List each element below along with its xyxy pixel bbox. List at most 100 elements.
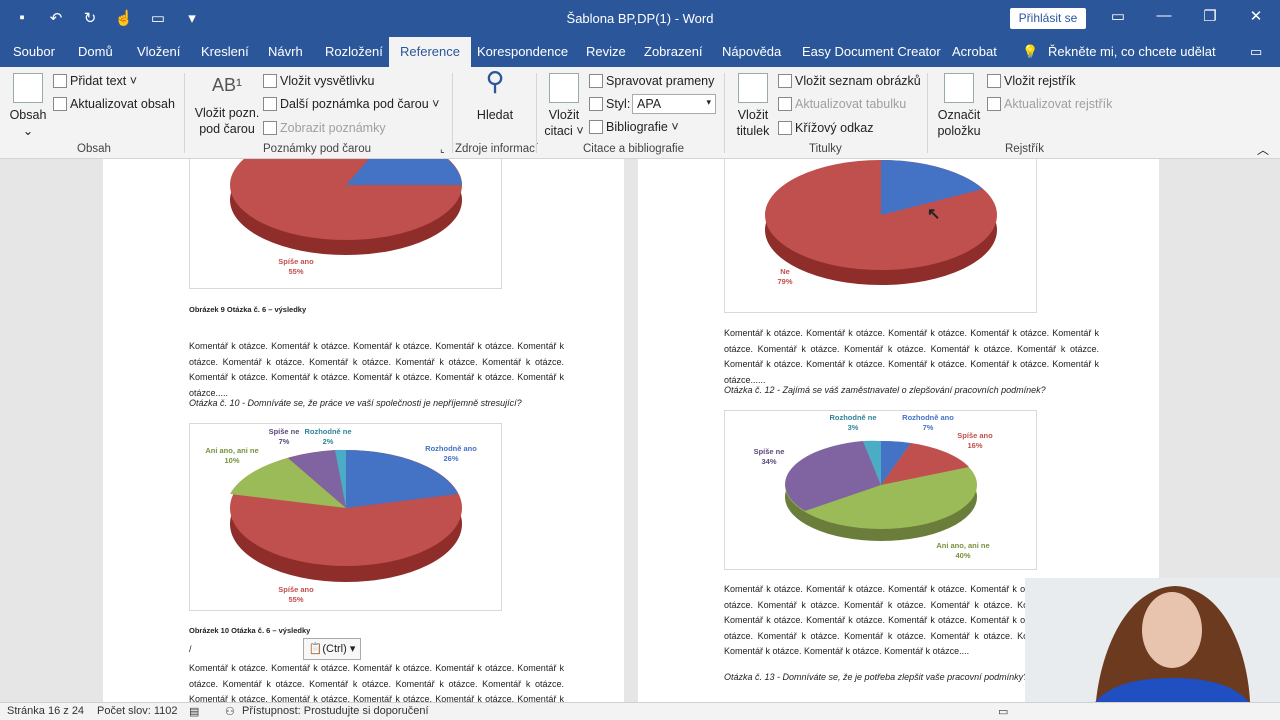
group-label-obsah: Obsah (77, 143, 111, 155)
tab-korespondence[interactable]: Korespondence (477, 44, 569, 59)
endnote-icon (263, 74, 277, 88)
undo-icon[interactable]: ↶ (49, 10, 63, 27)
pie-slice-rozhodne-ne (335, 449, 346, 508)
minimize-icon[interactable]: — (1156, 7, 1172, 24)
comment-paragraph: Komentář k otázce. Komentář k otázce. Ko… (189, 341, 564, 398)
bibliography-icon (589, 120, 603, 134)
tab-vlozeni[interactable]: Vložení (137, 44, 181, 59)
close-icon[interactable]: ✕ (1249, 8, 1263, 25)
insert-footnote-button[interactable]: AB¹ Vložit pozn. pod čarou (192, 76, 262, 137)
add-text-icon (53, 74, 67, 88)
question-10: Otázka č. 10 - Domníváte se, že práce ve… (189, 398, 522, 408)
tab-revize[interactable]: Revize (586, 44, 626, 59)
pie-slice-ani-ano-ani-ne (230, 458, 346, 508)
ribbon-display-icon[interactable]: ▭ (1110, 8, 1126, 25)
focus-icon[interactable]: ▭ (998, 706, 1009, 718)
pie-label-spise-ano: Spíše ano 16% (957, 431, 993, 450)
comments-icon[interactable]: ▭ (1250, 44, 1263, 59)
pie-slice-rozhodne-ano (881, 440, 911, 485)
tab-soubor[interactable]: Soubor (13, 44, 55, 59)
insert-caption-button[interactable]: Vložit titulek (733, 73, 773, 139)
question-13: Otázka č. 13 - Domníváte se, že je potře… (724, 672, 1029, 682)
ribbon-tabs: Soubor Domů Vložení Kreslení Návrh Rozlo… (0, 37, 1280, 67)
search-icon: ⚲ (485, 66, 505, 96)
manage-sources-icon (589, 74, 603, 88)
word-count[interactable]: Počet slov: 1102 (97, 705, 178, 717)
clipboard-icon: 📋 (308, 643, 323, 655)
mark-entry-icon (944, 73, 974, 103)
tab-easy-document-creator[interactable]: Easy Document Creator (802, 44, 941, 59)
update-table-button[interactable]: Aktualizovat tabulku (778, 97, 906, 111)
group-label-citations: Citace a bibliografie (583, 143, 685, 155)
redo-icon[interactable]: ↻ (83, 10, 97, 27)
insert-index-button[interactable]: Vložit rejstřík (987, 74, 1076, 88)
mark-entry-button[interactable]: Označit položku (935, 73, 983, 139)
pie-label-ani-ano-ani-ne: Ani ano, ani ne 10% (205, 446, 259, 465)
update-toc-button[interactable]: Aktualizovat obsah (53, 97, 175, 111)
insert-table-of-figures-button[interactable]: Vložit seznam obrázků (778, 74, 921, 88)
style-select[interactable]: APA ▾ (632, 94, 716, 114)
comment-paragraph: Komentář k otázce. Komentář k otázce. Ko… (189, 663, 564, 702)
pie-slice-spise-ne (785, 441, 881, 511)
pie-label-ne: Ne 79% (777, 267, 793, 286)
manage-sources-button[interactable]: Spravovat prameny (589, 74, 714, 88)
page-left[interactable]: Spíše ano 55% Obrázek 9 Otázka č. 6 – výs… (103, 159, 624, 702)
update-table-icon (778, 97, 792, 111)
next-footnote-icon (263, 97, 277, 111)
new-doc-icon[interactable]: ▭ (150, 10, 166, 27)
toc-button[interactable]: Obsah ⌄ (8, 73, 48, 139)
quick-access-toolbar: ▪ ↶ ↻ ☝ ▭ ▾ (12, 9, 202, 27)
group-label-index: Rejstřík (1005, 143, 1044, 155)
collapse-ribbon-icon[interactable]: ︿ (1257, 143, 1270, 157)
customize-icon[interactable]: ▾ (188, 10, 196, 27)
update-index-button[interactable]: Aktualizovat rejstřík (987, 97, 1112, 111)
update-icon (53, 97, 67, 111)
paste-options-button[interactable]: 📋(Ctrl) ▾ (303, 638, 361, 660)
proofing-icon[interactable]: ▤ (189, 706, 200, 718)
pie-label-rozhodne-ne: Rozhodně ne 2% (304, 427, 352, 446)
login-button[interactable]: Přihlásit se (1010, 8, 1086, 29)
accessibility-icon: ⚇ (225, 706, 235, 718)
group-label-research: Zdroje informací (455, 143, 539, 155)
group-label-captions: Titulky (809, 143, 842, 155)
pie-chart-q12-svg (785, 440, 977, 541)
webcam-overlay (1025, 578, 1280, 720)
tell-me-search[interactable]: Řekněte mi, co chcete udělat (1048, 44, 1216, 59)
insert-citation-button[interactable]: Vložit citaci ˅ (543, 73, 585, 139)
show-notes-button[interactable]: Zobrazit poznámky (263, 121, 386, 135)
tab-reference[interactable]: Reference (389, 37, 471, 67)
mouse-cursor-icon: ↖ (927, 206, 941, 223)
add-text-button[interactable]: Přidat text ˅ (53, 74, 137, 88)
page-count[interactable]: Stránka 16 z 24 (7, 705, 85, 717)
style-icon (589, 97, 603, 111)
dialog-launcher-icon[interactable]: ⌞ (440, 144, 445, 155)
tab-zobrazeni[interactable]: Zobrazení (644, 44, 703, 59)
tab-navrh[interactable]: Návrh (268, 44, 303, 59)
pie-chart-q10: Rozhodně ano 26% Spíše ano 55% Ani ano, an… (189, 423, 502, 611)
tab-kresleni[interactable]: Kreslení (201, 44, 249, 59)
comment-paragraph: Komentář k otázce. Komentář k otázce. Ko… (724, 328, 1099, 385)
touch-icon[interactable]: ☝ (114, 10, 134, 27)
tab-rozlozeni[interactable]: Rozložení (325, 44, 383, 59)
accessibility-status[interactable]: Přístupnost: Prostudujte si doporučení (242, 705, 429, 717)
comment-paragraph: Komentář k otázce. Komentář k otázce. Ko… (724, 584, 1099, 656)
bibliography-button[interactable]: Bibliografie ˅ (589, 120, 679, 134)
restore-icon[interactable]: ❐ (1203, 8, 1217, 25)
tab-napoveda[interactable]: Nápověda (722, 44, 782, 59)
insert-endnote-button[interactable]: Vložit vysvětlivku (263, 74, 374, 88)
toc-icon (13, 73, 43, 103)
pie-slice-rozhodne-ne (863, 440, 881, 485)
cross-reference-button[interactable]: Křížový odkaz (778, 121, 874, 135)
search-button[interactable]: ⚲ Hledat (470, 66, 520, 123)
save-icon[interactable]: ▪ (19, 9, 25, 26)
tab-domu[interactable]: Domů (78, 44, 113, 59)
status-bar: Stránka 16 z 24 Počet slov: 1102 ▤ ⚇ Pří… (0, 702, 1280, 720)
next-footnote-button[interactable]: Další poznámka pod čarou ˅ (263, 97, 439, 111)
pie-label-rozhodne-ano: Rozhodně ano 7% (902, 413, 954, 432)
pie-slice-ano (881, 160, 983, 215)
tab-acrobat[interactable]: Acrobat (952, 44, 997, 59)
pie-chart-q6-svg (230, 159, 462, 255)
pie-slice-rozhodne-ano (346, 450, 458, 508)
pie-slice-rozhodne-ano (346, 159, 462, 185)
figures-icon (778, 74, 792, 88)
